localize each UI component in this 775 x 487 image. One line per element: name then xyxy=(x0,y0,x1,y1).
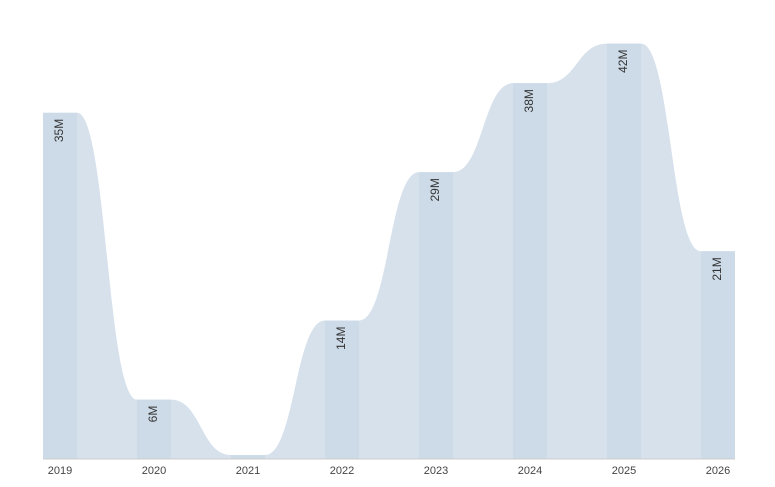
area xyxy=(43,43,735,459)
x-tick-label: 2026 xyxy=(706,465,730,477)
value-label: 29M xyxy=(428,178,442,201)
bar xyxy=(231,455,265,459)
x-tick-label: 2020 xyxy=(142,465,166,477)
bar xyxy=(43,112,77,459)
x-tick-label: 2025 xyxy=(612,465,636,477)
value-label: 35M xyxy=(52,119,66,142)
x-tick-label: 2022 xyxy=(330,465,354,477)
value-label: 42M xyxy=(616,50,630,73)
bar xyxy=(419,172,453,460)
value-label: 14M xyxy=(334,327,348,350)
value-label: 6M xyxy=(146,406,160,423)
bar xyxy=(701,251,735,459)
value-label: 21M xyxy=(710,257,724,280)
bar xyxy=(325,320,359,459)
x-tick-label: 2023 xyxy=(424,465,448,477)
x-tick-label: 2024 xyxy=(518,465,542,477)
bar xyxy=(513,83,547,459)
x-tick-label: 2019 xyxy=(48,465,72,477)
bar xyxy=(137,399,171,459)
value-label: 38M xyxy=(522,89,536,112)
bar xyxy=(607,43,641,459)
x-tick-label: 2021 xyxy=(236,465,260,477)
